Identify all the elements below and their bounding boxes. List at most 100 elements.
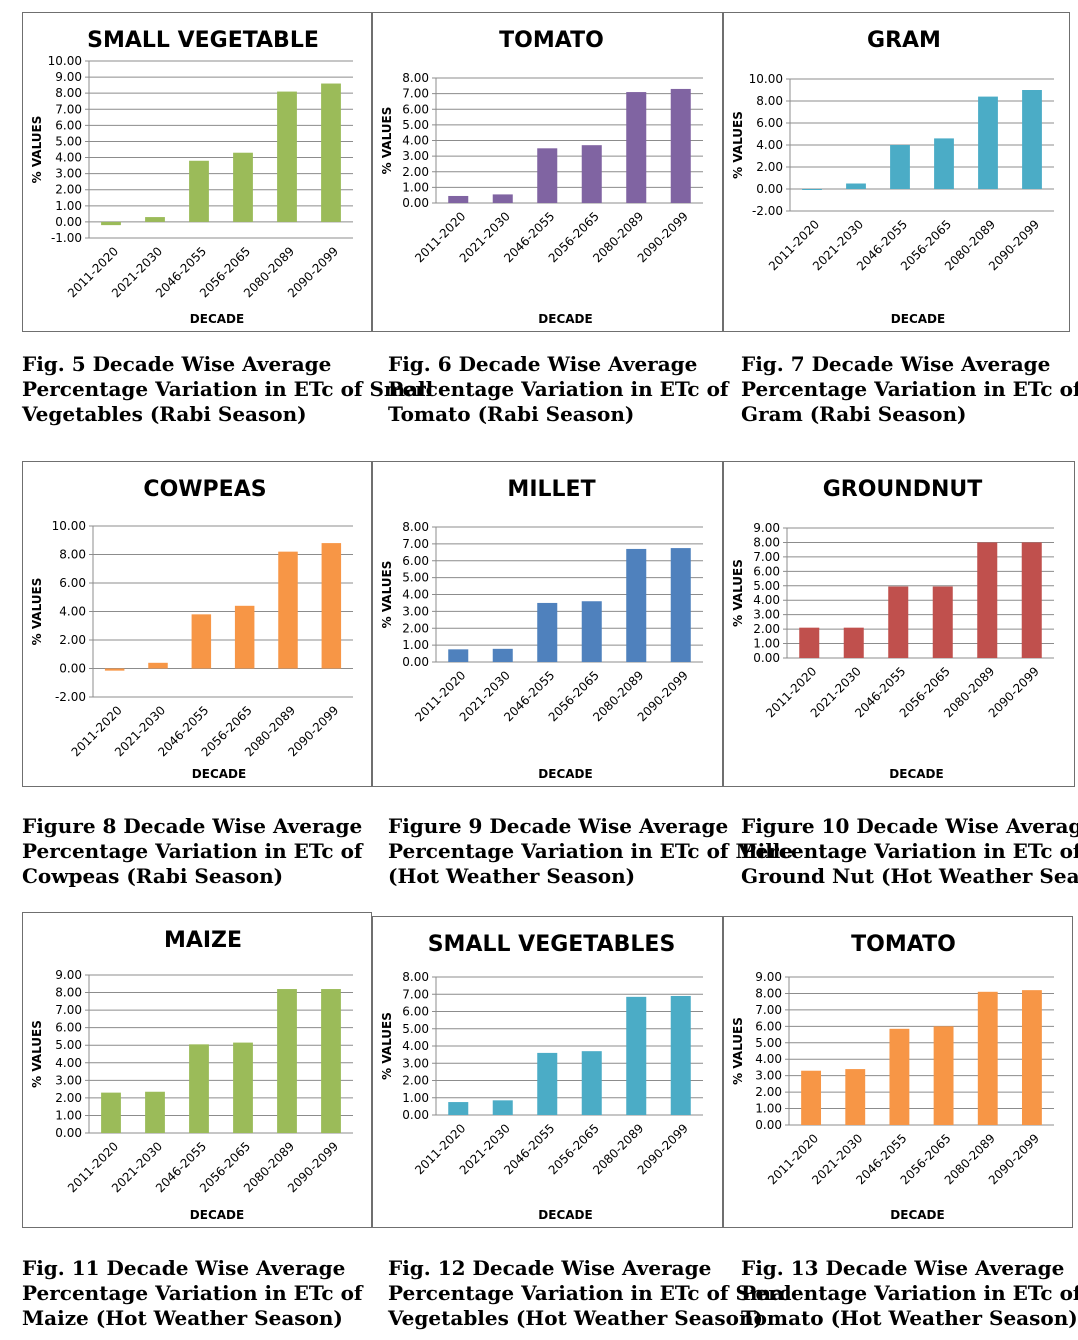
chart-svg: MILLET 0.00 1.00 2.00 3.00 4.00 5.00 6.00 7.00 8.… (380, 477, 703, 781)
y-tick-label: 2.00 (402, 1074, 429, 1088)
caption-line: Vegetables (Rabi Season) (22, 402, 307, 426)
y-tick-label: 7.00 (755, 1003, 782, 1017)
y-tick-label: 9.00 (55, 70, 82, 84)
y-tick-label: 3.00 (753, 608, 780, 622)
y-tick-label: 3.00 (55, 167, 82, 181)
caption-line: Percentage Variation in ETc of Small (22, 377, 434, 401)
y-tick-label: 4.00 (59, 605, 86, 619)
y-tick-label: 0.00 (756, 182, 783, 196)
y-tick-label: 6.00 (402, 554, 429, 568)
y-tick-label: 0.00 (755, 1118, 782, 1132)
y-tick-label: 7.00 (753, 550, 780, 564)
y-tick-label: 5.00 (402, 1022, 429, 1036)
chart-title: TOMATO (499, 28, 604, 53)
bar (977, 542, 998, 658)
y-tick-label: 1.00 (55, 1108, 82, 1122)
chart-title: GRAM (867, 28, 941, 53)
caption-line: Figure 10 Decade Wise Average (741, 814, 1078, 838)
bar (934, 138, 954, 189)
y-tick-label: 6.00 (753, 564, 780, 578)
chart-svg: SMALL VEGETABLE -1.00 0.00 1.00 2.00 3.00 4.00… (30, 28, 353, 326)
bar (801, 1070, 822, 1125)
caption-line: Percentage Variation in ETc of (741, 1281, 1078, 1305)
chart-svg: MAIZE 0.00 1.00 2.00 3.00 4.00 5.00 6.00 7.00 8.0… (30, 928, 353, 1222)
bar (846, 183, 866, 189)
y-tick-label: 8.00 (753, 535, 780, 549)
y-tick-label: 8.00 (756, 94, 783, 108)
figure-caption-12: Fig. 12 Decade Wise Average Percentage V… (388, 1256, 792, 1331)
bar (843, 627, 864, 658)
chart-title: SMALL VEGETABLE (87, 28, 319, 53)
chart-panel-tomato-hot: TOMATO 0.00 1.00 2.00 3.00 4.00 5.00 6.00 7.00 8.… (723, 916, 1073, 1228)
y-tick-label: 4.00 (755, 1052, 782, 1066)
y-tick-label: 10.00 (749, 72, 783, 86)
y-tick-label: -2.00 (55, 690, 86, 704)
y-axis-label: % VALUES (380, 561, 394, 629)
bar (670, 548, 691, 662)
x-axis-label: DECADE (891, 312, 945, 326)
y-tick-label: 2.00 (756, 160, 783, 174)
y-tick-label: 0.00 (55, 1126, 82, 1140)
y-axis-label: % VALUES (30, 578, 44, 646)
figure-caption-11: Fig. 11 Decade Wise Average Percentage V… (22, 1256, 363, 1331)
bar (888, 586, 909, 658)
chart-panel-tomato-rabi: TOMATO 0.00 1.00 2.00 3.00 4.00 5.00 6.00 7.00 8.… (372, 12, 723, 332)
figure-caption-8: Figure 8 Decade Wise Average Percentage … (22, 814, 363, 889)
y-tick-label: 0.00 (55, 215, 82, 229)
bar (234, 605, 255, 669)
y-tick-label: 9.00 (753, 521, 780, 535)
chart-panel-groundnut-hot: GROUNDNUT 0.00 1.00 2.00 3.00 4.00 5.00 6.00 7.0… (723, 461, 1075, 787)
bar (626, 548, 647, 662)
figure-caption-7: Fig. 7 Decade Wise Average Percentage Va… (741, 352, 1078, 427)
y-tick-label: 2.00 (55, 1091, 82, 1105)
bar (978, 96, 998, 189)
bar (670, 88, 691, 203)
y-tick-label: 7.00 (402, 987, 429, 1001)
y-tick-label: 4.00 (753, 593, 780, 607)
caption-line: Fig. 12 Decade Wise Average (388, 1256, 712, 1280)
chart-svg: GRAM-2.000.002.004.006.008.0010.002011-2… (731, 28, 1054, 326)
y-tick-label: 7.00 (402, 87, 429, 101)
x-axis-label: DECADE (538, 767, 592, 781)
bar (537, 148, 558, 203)
caption-line: Percentage Variation in ETc of Mille (388, 839, 794, 863)
y-tick-label: 8.00 (59, 548, 86, 562)
bar (890, 145, 910, 189)
bar (977, 991, 998, 1125)
bar (278, 551, 298, 669)
y-tick-label: 0.00 (59, 662, 86, 676)
y-axis-label: % VALUES (731, 559, 745, 627)
bar (189, 1044, 209, 1133)
y-tick-label: 6.00 (755, 1019, 782, 1033)
y-tick-label: 0.00 (402, 655, 429, 669)
bar (799, 627, 820, 658)
y-tick-label: 0.00 (402, 1108, 429, 1122)
y-tick-label: 2.00 (59, 633, 86, 647)
y-tick-label: 1.00 (402, 180, 429, 194)
y-tick-label: -1.00 (51, 231, 82, 245)
chart-svg: COWPEAS-2.000.002.004.006.008.0010.00201… (30, 477, 353, 781)
x-axis-label: DECADE (538, 312, 592, 326)
caption-line: Percentage Variation in ETc of (741, 377, 1078, 401)
bar (537, 602, 558, 662)
y-tick-label: 1.00 (402, 1091, 429, 1105)
x-axis-label: DECADE (890, 1208, 944, 1222)
caption-line: Tomato (Rabi Season) (388, 402, 635, 426)
chart-panel-millet-hot: MILLET 0.00 1.00 2.00 3.00 4.00 5.00 6.00 7.00 8.… (372, 461, 723, 787)
caption-line: Vegetables (Hot Weather Season) (388, 1306, 763, 1330)
y-tick-label: 4.00 (402, 588, 429, 602)
bar (492, 1100, 513, 1115)
y-tick-label: 5.00 (55, 134, 82, 148)
y-tick-label: 4.00 (402, 134, 429, 148)
chart-title: MILLET (507, 477, 595, 502)
y-tick-label: 6.00 (55, 118, 82, 132)
caption-line: Ground Nut (Hot Weather Season) (741, 864, 1078, 888)
y-tick-label: 8.00 (402, 71, 429, 85)
bar (104, 668, 125, 671)
caption-line: (Hot Weather Season) (388, 864, 636, 888)
y-tick-label: 4.00 (402, 1039, 429, 1053)
chart-panel-small-vegetable-rabi: SMALL VEGETABLE -1.00 0.00 1.00 2.00 3.00 4.00… (22, 12, 372, 332)
y-tick-label: 5.00 (753, 579, 780, 593)
y-tick-label: 1.00 (753, 637, 780, 651)
y-axis-label: % VALUES (731, 111, 745, 179)
